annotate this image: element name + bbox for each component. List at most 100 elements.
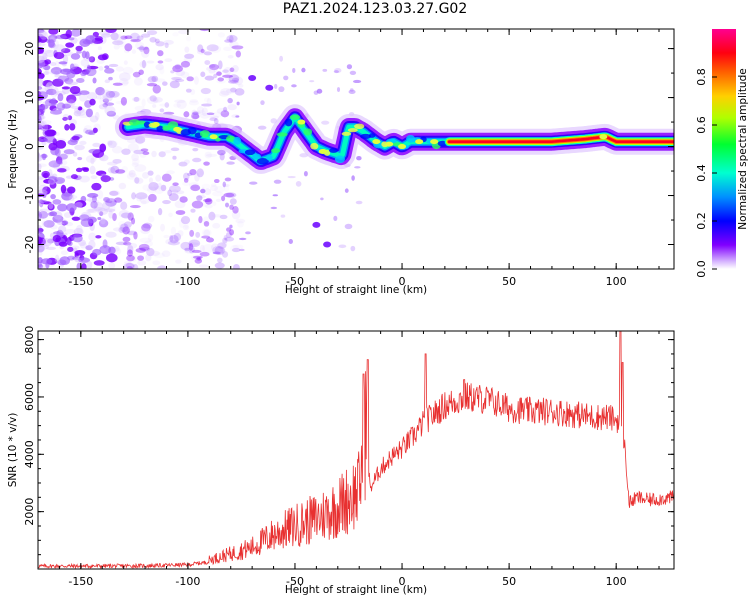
noise-blob [196, 195, 203, 201]
noise-blob [118, 227, 125, 233]
noise-blob [38, 86, 43, 90]
noise-blob [67, 186, 76, 194]
noise-blob [137, 46, 149, 51]
noise-blob [184, 53, 195, 59]
noise-blob [180, 216, 191, 225]
snr-ticks: -150 -100 -50 0 50 100 2000 4000 6000 8000 [23, 326, 674, 588]
noise-blob [139, 151, 147, 158]
noise-blob [226, 227, 232, 232]
noise-blob [140, 227, 151, 235]
noise-blob [204, 204, 213, 209]
noise-blob [118, 182, 127, 190]
noise-blob [38, 230, 43, 235]
noise-blob [212, 251, 221, 255]
noise-blob [126, 172, 138, 180]
noise-blob [95, 86, 105, 96]
noise-blob [80, 59, 89, 67]
noise-blob [134, 105, 145, 111]
noise-blob [133, 231, 138, 240]
hot-spot [599, 134, 608, 140]
noise-blob [211, 214, 222, 218]
noise-blob [164, 102, 170, 108]
spectrogram-ylabel: Frequency (Hz) [7, 109, 19, 188]
noise-blob [169, 80, 180, 89]
noise-blob [192, 147, 199, 152]
noise-blob [71, 135, 80, 141]
hot-spot [209, 134, 218, 140]
ridge-blob [244, 149, 256, 156]
noise-blob [199, 113, 210, 119]
noise-blob [88, 240, 96, 249]
noise-blob [184, 248, 194, 254]
noise-blob [172, 64, 184, 73]
noise-blob [204, 60, 211, 66]
noise-blob [85, 155, 97, 163]
noise-blob [223, 192, 235, 198]
hot-band-3 [447, 135, 674, 143]
noise-blob [38, 244, 45, 248]
noise-blob [168, 212, 173, 218]
noise-blob [92, 77, 97, 84]
noise-blob [142, 184, 153, 191]
colorbar-label: Normalized spectral amplitude [737, 68, 749, 229]
noise-blob [70, 105, 80, 110]
noise-blob [190, 184, 201, 192]
noise-blob [48, 34, 58, 41]
noise-blob [48, 160, 61, 168]
noise-blob [38, 154, 43, 162]
noise-blob [173, 232, 182, 242]
y-tick-label: 10 [23, 91, 36, 105]
noise-blob [91, 182, 102, 191]
noise-blob [89, 165, 96, 175]
noise-blob [129, 32, 140, 42]
noise-blob [38, 189, 44, 195]
noise-blob [295, 181, 302, 187]
noise-blob [224, 39, 233, 43]
ridge-blob [233, 136, 241, 145]
noise-blob [42, 80, 53, 87]
noise-blob [235, 218, 246, 224]
noise-blob [231, 65, 239, 73]
noise-blob [204, 188, 212, 195]
noise-blob [183, 159, 190, 165]
noise-blob [47, 203, 55, 211]
noise-blob [73, 110, 82, 117]
noise-blob [189, 186, 200, 191]
noise-blob [183, 177, 189, 183]
noise-blob [163, 39, 174, 45]
noise-blob [101, 89, 113, 99]
noise-blob [44, 59, 52, 65]
y-tick-label: 0 [23, 143, 36, 150]
noise-blob [113, 44, 120, 50]
noise-blob [224, 177, 232, 182]
noise-blob [270, 206, 278, 210]
noise-blob [151, 150, 157, 158]
noise-blob [174, 99, 186, 104]
noise-blob [38, 110, 42, 116]
noise-blob [121, 148, 131, 155]
noise-blob [224, 185, 230, 192]
noise-blob [157, 265, 167, 269]
noise-blob [127, 212, 134, 221]
noise-blob [38, 55, 45, 63]
noise-blob [78, 93, 89, 102]
noise-blob [216, 79, 226, 84]
ridge-blob [143, 121, 151, 128]
noise-blob [64, 101, 73, 108]
noise-blob [204, 151, 212, 159]
noise-blob [126, 249, 133, 257]
noise-blob [43, 220, 55, 228]
noise-blob [79, 242, 87, 249]
noise-blob [226, 161, 235, 165]
snr-xlabel: Height of straight line (km) [285, 584, 427, 596]
noise-blob [158, 151, 166, 158]
noise-blob [129, 204, 141, 209]
noise-blob [193, 76, 199, 85]
noise-blob [110, 32, 119, 41]
noise-blob [292, 67, 296, 73]
noise-blob [80, 263, 87, 269]
noise-blob [146, 60, 155, 64]
noise-blob [87, 216, 97, 224]
noise-blob [144, 240, 153, 247]
noise-blob [178, 161, 188, 167]
